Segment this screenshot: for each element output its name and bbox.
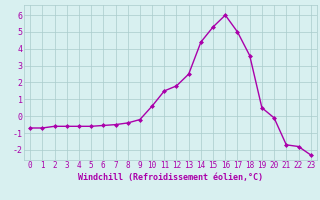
X-axis label: Windchill (Refroidissement éolien,°C): Windchill (Refroidissement éolien,°C) bbox=[78, 173, 263, 182]
